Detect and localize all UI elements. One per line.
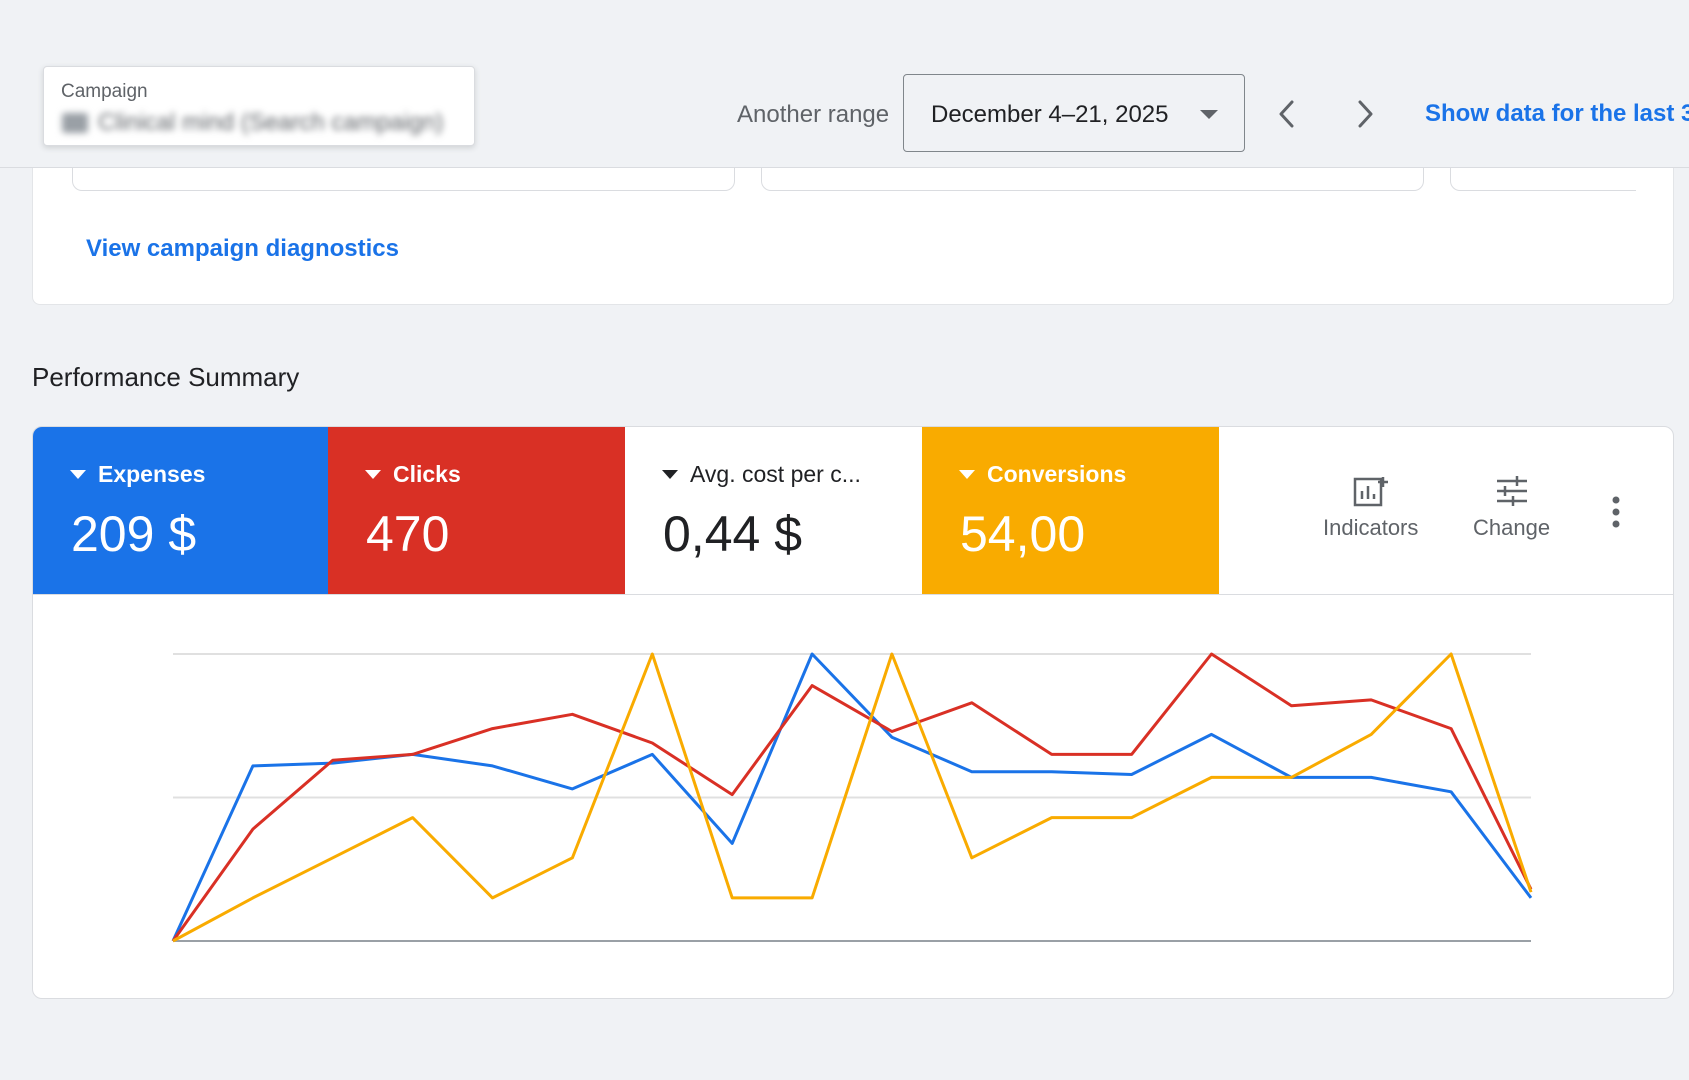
campaign-name: Clinical mind (Search campaign) [98,109,444,136]
dropdown-arrow-icon [959,470,975,479]
previous-period-button[interactable] [1273,98,1301,130]
top-bar: Campaign Clinical mind (Search campaign)… [0,0,1689,168]
chevron-right-icon [1358,100,1373,128]
metric-tile-expenses[interactable]: Expenses 209 $ [33,427,328,594]
performance-line-chart [171,652,1533,943]
date-range-value: December 4–21, 2025 [931,101,1169,128]
series-line-clicks [171,652,1533,942]
metric-name-row: Expenses [70,461,205,488]
metric-name: Avg. cost per c... [690,461,861,487]
change-label: Change [1473,515,1551,540]
metric-name: Conversions [987,461,1127,487]
metric-value: 470 [366,506,450,562]
series-line-conversions [172,652,1533,943]
performance-card: Expenses 209 $ Clicks 470 Avg. cost per … [32,426,1674,999]
tune-icon [1496,476,1527,506]
metric-name-row: Clicks [365,461,461,488]
chevron-left-icon [1279,100,1294,128]
indicators-button[interactable]: Indicators [1323,475,1418,541]
indicators-label: Indicators [1323,515,1419,540]
metric-name: Clicks [393,461,461,487]
section-title: Performance Summary [32,362,300,392]
metric-name: Expenses [98,461,206,487]
dropdown-arrow-icon [365,470,381,479]
dropdown-arrow-icon [1200,110,1218,119]
dropdown-arrow-icon [70,470,86,479]
metric-name-row: Conversions [959,461,1126,488]
campaign-value: Clinical mind (Search campaign) [62,109,443,137]
change-button[interactable]: Change [1473,475,1550,541]
metric-tile-clicks[interactable]: Clicks 470 [328,427,625,594]
metric-name-row: Avg. cost per c... [662,461,861,488]
next-period-button[interactable] [1351,98,1379,130]
metric-tile-conversions[interactable]: Conversions 54,00 [922,427,1219,594]
campaign-label: Campaign [61,81,148,102]
view-campaign-diagnostics-link[interactable]: View campaign diagnostics [86,235,399,262]
dropdown-arrow-icon [662,470,678,479]
metric-tiles: Expenses 209 $ Clicks 470 Avg. cost per … [33,427,1673,595]
more-options-button[interactable] [1611,495,1621,529]
more-vert-icon [1612,496,1620,528]
date-range-select[interactable]: December 4–21, 2025 [903,74,1245,152]
metric-value: 0,44 $ [663,506,803,562]
campaign-selector[interactable]: Campaign Clinical mind (Search campaign) [43,66,475,146]
metric-value: 54,00 [960,506,1086,562]
show-last-30-link[interactable]: Show data for the last 30 [1425,100,1689,127]
metric-value: 209 $ [71,506,197,562]
indicators-icon [1353,477,1388,507]
metric-tile-avg-cost[interactable]: Avg. cost per c... 0,44 $ [625,427,922,594]
campaign-type-icon [62,113,88,133]
range-label: Another range [737,101,890,128]
